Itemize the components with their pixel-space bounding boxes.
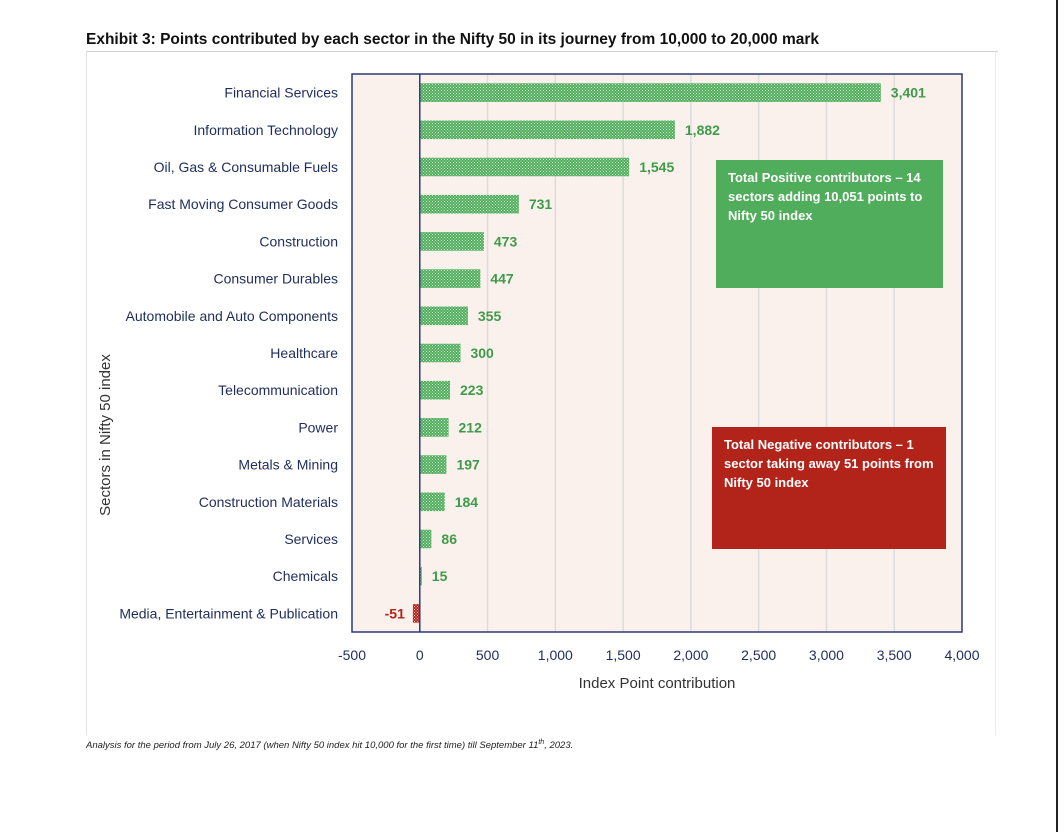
value-label: 197 (456, 457, 480, 473)
bar-0 (419, 83, 881, 102)
positive-contributors-note: Total Positive contributors – 14 sectors… (716, 160, 943, 288)
category-label: Information Technology (194, 122, 339, 138)
category-label: Chemicals (273, 568, 338, 584)
category-label: Power (298, 419, 338, 435)
value-label: 300 (470, 345, 494, 361)
bar-5 (419, 269, 481, 288)
footnote-superscript: th (538, 739, 545, 746)
frame-right-border (995, 51, 996, 735)
value-label: 86 (441, 531, 457, 547)
x-tick-label: -500 (338, 647, 366, 663)
bar-7 (419, 343, 461, 363)
footnote-text: Analysis for the period from July 26, 20… (86, 740, 539, 752)
bars (412, 83, 881, 623)
category-label: Financial Services (224, 85, 338, 101)
bar-1 (419, 120, 675, 140)
page-edge-line (1056, 0, 1058, 832)
x-tick-labels: -500 0 500 1,000 1,500 2,000 2,500 3,000 3,500 4,… (338, 647, 980, 663)
title-divider (86, 51, 998, 52)
x-tick-label: 4,000 (944, 647, 979, 663)
frame-left-border (86, 51, 87, 735)
x-tick-label: 2,000 (673, 647, 708, 663)
bar-8 (419, 380, 451, 400)
value-label: 3,401 (891, 85, 926, 101)
bar-10 (419, 455, 447, 474)
x-tick-label: 3,500 (877, 647, 912, 663)
x-tick-label: 500 (476, 647, 500, 663)
value-label: 212 (459, 419, 483, 435)
bar-11 (419, 492, 445, 512)
value-label: 1,882 (685, 122, 720, 138)
bar-2 (419, 157, 630, 177)
value-label: 355 (478, 308, 502, 324)
category-label: Metals & Mining (238, 457, 338, 473)
bar-14 (412, 604, 420, 623)
bar-3 (419, 194, 519, 214)
category-label: Media, Entertainment & Publication (119, 605, 338, 621)
bar-4 (419, 232, 484, 251)
value-label: 184 (455, 494, 479, 510)
negative-contributors-note: Total Negative contributors – 1 sector t… (712, 427, 946, 549)
category-label: Services (284, 531, 338, 547)
value-label: 15 (432, 568, 448, 584)
bar-12 (419, 529, 432, 549)
value-label: 1,545 (639, 159, 674, 175)
category-label: Construction (259, 233, 338, 249)
category-labels: Financial Services Information Technology… (119, 85, 338, 622)
x-tick-label: 1,500 (606, 647, 641, 663)
x-tick-label: 0 (416, 647, 424, 663)
category-label: Construction Materials (199, 494, 338, 510)
x-tick-label: 1,000 (538, 647, 573, 663)
chart-title: Exhibit 3: Points contributed by each se… (86, 31, 820, 48)
value-label: 731 (529, 196, 553, 212)
x-axis-label: Index Point contribution (579, 675, 736, 692)
category-label: Consumer Durables (214, 271, 339, 287)
bar-13 (419, 566, 422, 586)
x-tick-label: 3,000 (809, 647, 844, 663)
category-label: Automobile and Auto Components (126, 308, 338, 324)
category-label: Telecommunication (218, 382, 338, 398)
value-label: 473 (494, 233, 518, 249)
category-label: Healthcare (270, 345, 338, 361)
value-label: 223 (460, 382, 484, 398)
footnote-tail: , 2023. (544, 740, 574, 752)
value-label: 447 (490, 271, 514, 287)
x-tick-label: 2,500 (741, 647, 776, 663)
category-label: Oil, Gas & Consumable Fuels (154, 159, 338, 175)
plot-frame (351, 73, 963, 633)
bar-9 (419, 418, 449, 437)
value-label: -51 (385, 605, 405, 621)
y-axis-label: Sectors in Nifty 50 index (97, 354, 114, 516)
bar-6 (419, 306, 468, 326)
category-label: Fast Moving Consumer Goods (148, 196, 338, 212)
footnote: Analysis for the period from July 26, 20… (86, 739, 573, 751)
value-labels: 3,401 1,882 1,545 731 473 447 355 300 223 212 197 1… (385, 85, 926, 622)
